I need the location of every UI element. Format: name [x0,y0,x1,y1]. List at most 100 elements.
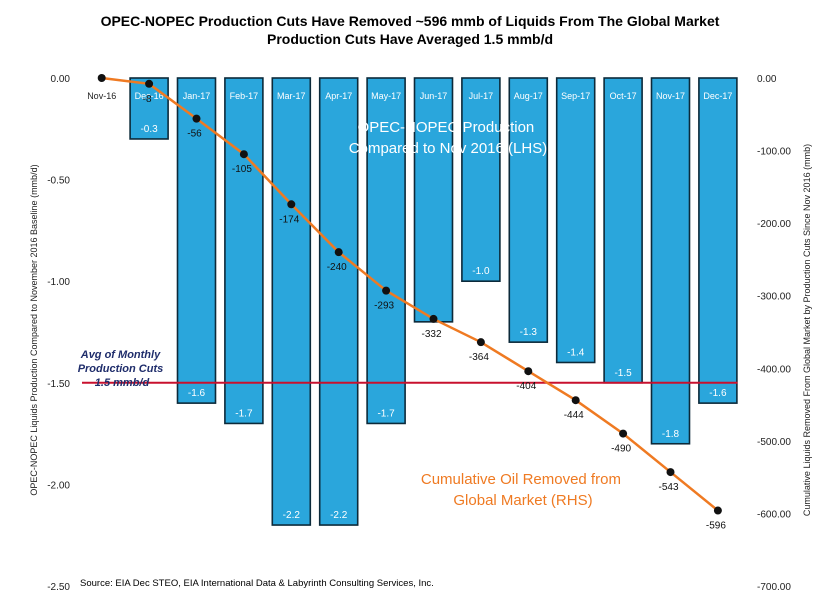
bar-Jan-17 [176,77,217,404]
line-point [429,314,438,323]
line-value-label: -596 [706,521,726,532]
cumulative-line [101,76,719,512]
chart-subtitle: Production Cuts Have Averaged 1.5 mmb/d [267,31,553,47]
category-label: Feb-17 [230,91,259,101]
chart-title: OPEC-NOPEC Production Cuts Have Removed … [101,13,720,29]
category-label: Jun-17 [420,91,448,101]
right-tick-label: -300.00 [757,292,791,303]
line-value-label: -490 [611,444,631,455]
bar-Dec-16 [129,77,169,140]
bar-value-label: -1.0 [472,266,490,277]
bar-annotation-line-1: OPEC-NOPEC Production [358,119,535,136]
bar-value-label: -1.7 [377,408,395,419]
left-axis-label: OPEC-NOPEC Liquids Production Compared t… [29,164,39,495]
bar-Aug-17 [508,77,549,343]
line-annotation-line-1: Cumulative Oil Removed from [421,471,621,488]
line-point [619,429,628,438]
bar-value-label: -1.8 [662,429,680,440]
line-value-label: -332 [421,329,441,340]
left-tick-label: -0.50 [47,176,70,187]
category-label: Jul-17 [469,91,494,101]
category-label: Apr-17 [325,91,352,101]
bar-Nov-17 [650,77,691,445]
bar-value-label: -0.3 [140,124,158,135]
line-annotation: Cumulative Oil Removed from Global Marke… [421,471,625,509]
bar-value-label: -1.6 [188,388,206,399]
bar-Mar-17 [271,77,312,526]
bar-value-label: -2.2 [283,510,301,521]
bar-Sep-17 [555,77,596,364]
category-label: Oct-17 [610,91,637,101]
bar-value-label: -1.7 [235,408,253,419]
bar-Jul-17 [461,77,501,282]
right-axis-ticks: 0.00 -100.00 -200.00 -300.00 -400.00 -500.00 -… [757,74,791,593]
avg-annotation: Avg of Monthly Production Cuts 1.5 mmb/d [78,349,167,389]
line-value-label: -293 [374,301,394,312]
bar-value-labels: -0.3 -1.6 -1.7 -2.2 -2.2 -1.7 -1.0 -1.3 -1.4 -1.5… [140,124,726,521]
bar-Dec-17 [698,77,738,404]
right-tick-label: 0.00 [757,74,777,85]
category-label: Jan-17 [183,91,211,101]
bar-value-label: -2.2 [330,510,348,521]
line-value-label: -56 [187,129,202,140]
bar-May-17 [366,77,406,425]
category-label: Dec-17 [703,91,732,101]
bar-Jun-17 [413,77,454,323]
category-label: Sep-17 [561,91,590,101]
category-label: Aug-17 [514,91,543,101]
category-label: Nov-17 [656,91,685,101]
left-tick-label: -2.50 [47,582,70,593]
bar-value-label: -1.5 [614,368,632,379]
line-value-label: -240 [327,262,347,273]
bar-annotation: OPEC-NOPEC Production Compared to Nov 20… [349,119,547,157]
left-tick-label: -1.50 [47,379,70,390]
right-tick-label: -200.00 [757,219,791,230]
line-value-label: -543 [658,482,678,493]
line-point [571,396,580,405]
line-value-label: -444 [564,410,584,421]
bar-Feb-17 [224,77,264,425]
line-point [476,338,485,347]
right-tick-label: -100.00 [757,147,791,158]
left-tick-label: -1.00 [47,277,70,288]
left-tick-label: 0.00 [51,74,71,85]
right-tick-label: -700.00 [757,582,791,593]
category-label: Mar-17 [277,91,306,101]
line-value-label: -404 [516,381,536,392]
line-point [145,79,154,88]
line-point [97,74,106,82]
bar-value-label: -1.6 [709,388,727,399]
avg-annotation-line-3: 1.5 mmb/d [95,377,150,389]
source-note: Source: EIA Dec STEO, EIA International … [80,578,434,589]
line-point [287,200,296,209]
right-tick-label: -400.00 [757,364,791,375]
avg-annotation-line-1: Avg of Monthly [80,349,161,361]
left-tick-label: -2.00 [47,480,70,491]
line-value-label: -8 [143,94,152,105]
line-point [524,367,533,376]
right-tick-label: -500.00 [757,437,791,448]
line-value-label: -174 [279,214,299,225]
bar-series [129,77,738,526]
line-point [382,286,391,295]
line-annotation-line-2: Global Market (RHS) [453,492,592,509]
line-value-label: -105 [232,164,252,175]
line-value-label: -364 [469,352,489,363]
bar-value-label: -1.3 [520,327,538,338]
left-axis-ticks: 0.00 -0.50 -1.00 -1.50 -2.00 -2.50 [47,74,70,593]
category-labels: Nov-16 Dec-16 Jan-17 Feb-17 Mar-17 Apr-17 May-… [87,91,732,101]
line-point [192,114,201,123]
bar-annotation-line-2: Compared to Nov 2016 (LHS) [349,140,547,157]
line-point [666,468,675,477]
line-series [97,74,722,515]
right-axis-label: Cumulative Liquids Removed From Global M… [802,144,812,516]
category-label: Dec-16 [135,91,164,101]
avg-annotation-line-2: Production Cuts [78,363,164,375]
bar-value-label: -1.4 [567,347,585,358]
category-label: May-17 [371,91,401,101]
category-label: Nov-16 [87,91,116,101]
bar-Oct-17 [603,77,643,384]
line-point [713,506,722,515]
bar-Apr-17 [318,77,359,526]
